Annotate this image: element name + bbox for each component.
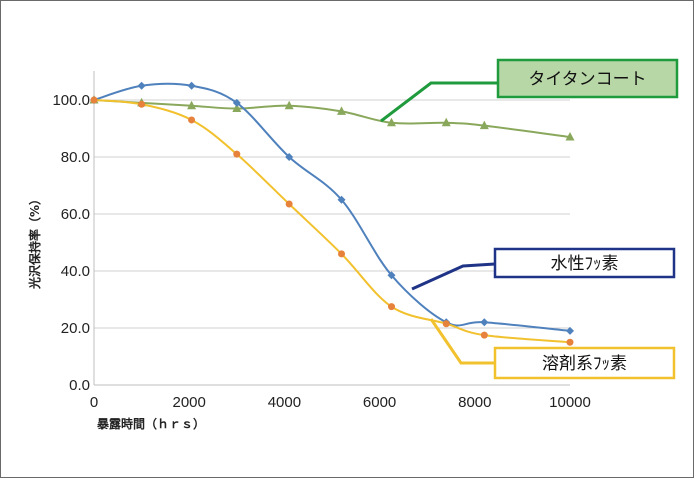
x-tick-label-10000: 10000 [549, 394, 591, 411]
grid-lines [94, 99, 570, 329]
data-point-solvent-fluoro-5 [338, 250, 346, 258]
y-axis-title: 光沢保持率（%） [27, 193, 42, 290]
data-point-titancoat-6 [387, 117, 396, 127]
data-point-titancoat-4 [284, 100, 294, 110]
y-tick-label-80: 80.0 [61, 149, 90, 166]
x-tick-label-8000: 8000 [458, 394, 491, 411]
series-line-titancoat [93, 99, 571, 139]
series-solvent-fluoro [90, 96, 574, 346]
y-tick-label-20: 20.0 [61, 320, 90, 337]
data-point-water-fluoro-5 [337, 195, 346, 204]
data-point-solvent-fluoro-3 [233, 150, 241, 158]
callout-box-solvent-fluoro [493, 346, 676, 380]
tick-labels: 0.0 20.0 40.0 60.0 80.0 100.0 0 2000 4000 6000 800… [52, 92, 590, 411]
callout-leader-water-fluoro [411, 262, 496, 291]
series-titancoat [89, 95, 575, 141]
data-point-solvent-fluoro-9 [566, 338, 574, 346]
callout-box-water-fluoro [493, 247, 676, 279]
x-tick-label-2000: 2000 [173, 394, 206, 411]
series-line-solvent-fluoro [93, 99, 571, 344]
y-tick-label-0: 0.0 [69, 377, 90, 394]
data-point-titancoat-8 [479, 120, 489, 130]
data-point-solvent-fluoro-0 [90, 96, 98, 104]
data-point-solvent-fluoro-1 [138, 100, 146, 108]
data-point-water-fluoro-2 [187, 81, 196, 90]
y-tick-label-60: 60.0 [61, 206, 90, 223]
legend-label-water-fluoro: 水性ﾌｯ素 [551, 254, 619, 274]
y-tick-label-40: 40.0 [61, 263, 90, 280]
legend-label-solvent-fluoro: 溶剤系ﾌｯ素 [542, 354, 627, 374]
callout-leader-titancoat [380, 81, 498, 123]
data-point-titancoat-7 [441, 117, 451, 127]
data-series [89, 81, 575, 346]
legend-label-titancoat: タイタンコート [528, 70, 646, 90]
callout-titancoat: タイタンコート [380, 58, 679, 123]
x-tick-label-4000: 4000 [268, 394, 301, 411]
data-point-water-fluoro-4 [285, 153, 294, 161]
data-point-solvent-fluoro-8 [480, 331, 488, 339]
data-point-solvent-fluoro-7 [442, 320, 450, 328]
data-point-titancoat-9 [565, 132, 575, 141]
x-tick-label-6000: 6000 [363, 394, 396, 411]
callout-water-fluoro: 水性ﾌｯ素 [411, 247, 676, 291]
data-point-water-fluoro-6 [387, 271, 396, 280]
callout-solvent-fluoro: 溶剤系ﾌｯ素 [429, 318, 676, 380]
x-tick-label-0: 0 [90, 394, 98, 411]
y-tick-label-100: 100.0 [52, 92, 90, 109]
data-point-titancoat-3 [232, 103, 242, 113]
data-point-water-fluoro-1 [137, 81, 146, 90]
x-axis-title: 暴露時間（ｈｒｓ） [96, 416, 205, 431]
data-point-solvent-fluoro-2 [188, 116, 196, 124]
data-point-solvent-fluoro-6 [388, 303, 395, 311]
data-point-titancoat-2 [187, 100, 197, 110]
series-water-fluoro [90, 81, 574, 335]
series-line-water-fluoro [93, 82, 571, 332]
callout-leader-solvent-fluoro [429, 318, 495, 365]
data-point-titancoat-5 [337, 106, 347, 115]
axes [93, 71, 570, 386]
data-point-solvent-fluoro-4 [285, 200, 293, 208]
callout-box-titancoat [496, 58, 679, 99]
data-point-water-fluoro-8 [480, 318, 489, 327]
data-point-water-fluoro-9 [566, 326, 574, 335]
data-point-water-fluoro-3 [232, 98, 241, 107]
